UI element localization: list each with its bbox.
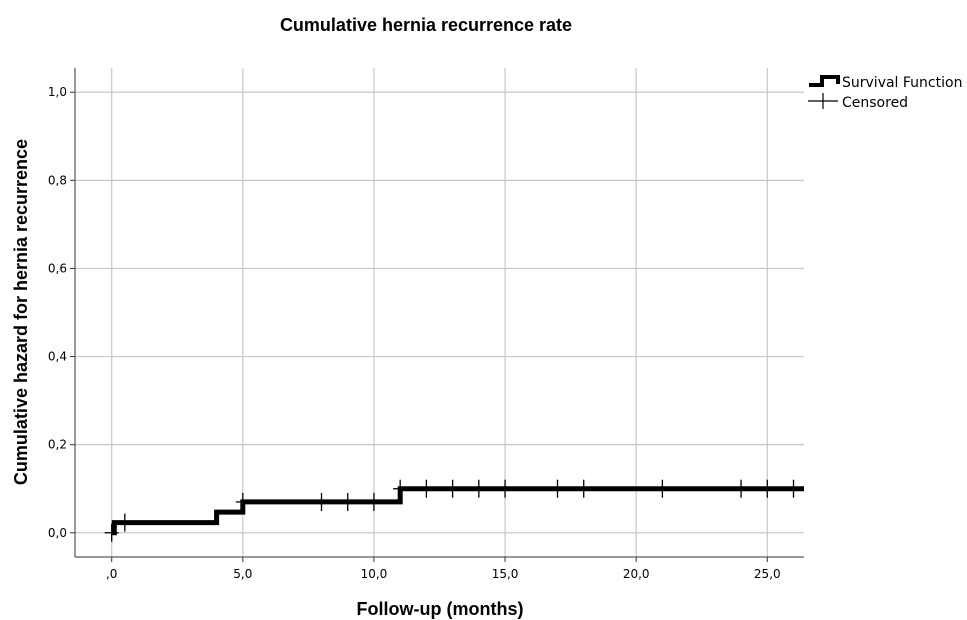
x-axis: ,0 5,0 10,0 15,0 20,0 25,0 [75,556,804,581]
legend-label-survival-function: Survival Function [842,75,962,91]
chart-title: Cumulative hernia recurrence rate [280,15,572,35]
censored-marker-9 [471,479,486,498]
censored-marker-15 [760,479,775,498]
legend-item-censored: Censored [808,93,908,111]
censored-marker-4 [340,492,355,511]
x-axis-label: Follow-up (months) [357,599,524,619]
plot-area [75,68,804,557]
y-axis-label: Cumulative hazard for hernia recurrence [11,139,31,485]
censored-marker-1 [117,513,132,532]
censored-marker-14 [734,479,749,498]
y-tick-label-1: 0,2 [48,438,67,452]
y-tick-label-4: 0,8 [48,173,67,187]
y-tick-label-3: 0,6 [48,261,67,275]
x-tick-label-0: ,0 [106,567,117,581]
y-tick-label-0: 0,0 [48,526,67,540]
x-tick-label-2: 10,0 [361,567,388,581]
censored-marker-3 [314,492,329,511]
censored-marker-11 [550,479,565,498]
legend-item-survival-function: Survival Function [809,75,962,91]
censored-marker-8 [445,479,460,498]
x-tick-label-5: 25,0 [754,567,781,581]
censored-marker-10 [498,479,513,498]
censored-marker-0 [104,523,119,542]
x-tick-label-4: 20,0 [623,567,650,581]
legend-label-censored: Censored [842,95,908,111]
censored-marker-2 [235,492,250,511]
legend: Survival Function Censored [808,75,962,111]
censored-marker-5 [366,492,381,511]
y-tick-label-2: 0,4 [48,350,67,364]
censored-marker-6 [393,479,408,498]
censored-marker-13 [655,479,670,498]
legend-swatch-censored [808,93,838,109]
censored-marker-7 [419,479,434,498]
censored-marker-12 [576,479,591,498]
x-tick-label-3: 15,0 [492,567,519,581]
y-tick-label-5: 1,0 [48,85,67,99]
censored-marker-16 [786,479,801,498]
x-tick-label-1: 5,0 [233,567,252,581]
y-axis: 0,0 0,2 0,4 0,6 0,8 1,0 [48,68,76,557]
legend-swatch-survival-function [809,75,840,87]
survival-function-line [111,486,804,536]
